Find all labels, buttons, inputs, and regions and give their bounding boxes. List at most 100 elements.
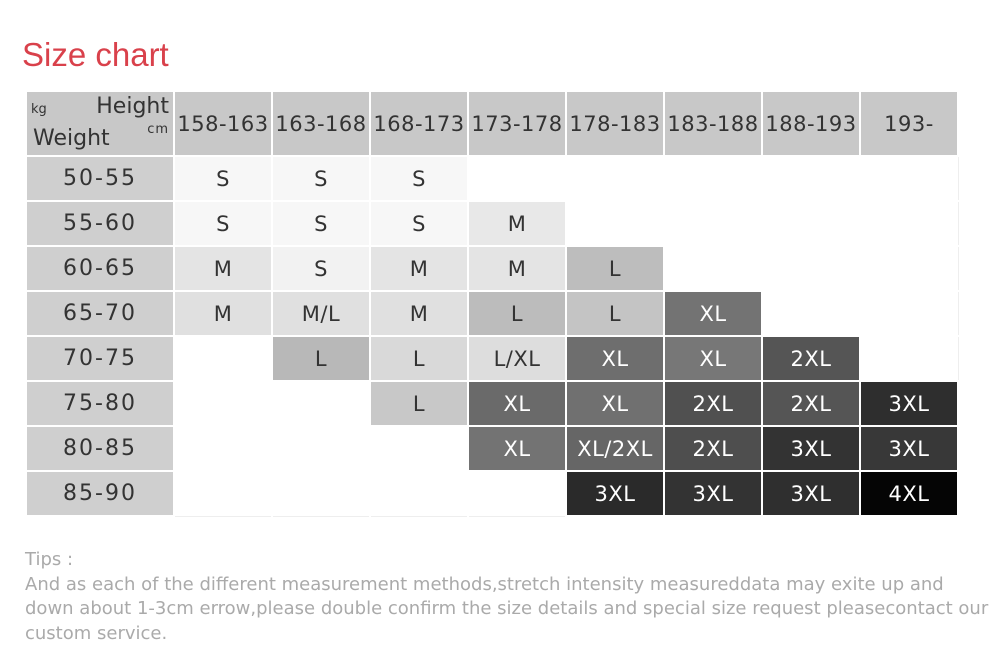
size-row: 55-60 S S S M	[25, 200, 959, 247]
empty-cell	[859, 290, 959, 337]
empty-cell	[761, 290, 861, 337]
weight-cell: 75-80	[25, 380, 175, 427]
weight-cell: 80-85	[25, 425, 175, 472]
size-row: 60-65 M S M M L	[25, 245, 959, 292]
cm-label: cm	[147, 122, 169, 137]
empty-cell	[663, 155, 763, 202]
header-row: kg Height cm Weight 158-163 163-168 168-17…	[25, 90, 959, 157]
size-cell: L	[369, 335, 469, 382]
size-cell: M	[173, 245, 273, 292]
size-cell: M/L	[271, 290, 371, 337]
height-header: 178-183	[565, 90, 665, 157]
empty-cell	[173, 380, 273, 427]
size-cell: 2XL	[761, 380, 861, 427]
size-cell: L	[565, 245, 665, 292]
empty-cell	[173, 335, 273, 382]
size-cell: M	[369, 290, 469, 337]
tips: Tips : And as each of the different meas…	[25, 548, 993, 646]
empty-cell	[663, 200, 763, 247]
kg-label: kg	[31, 102, 47, 117]
height-header: 188-193	[761, 90, 861, 157]
empty-cell	[761, 245, 861, 292]
tips-text: And as each of the different measurement…	[25, 573, 989, 644]
size-cell: 3XL	[859, 425, 959, 472]
size-cell: S	[271, 245, 371, 292]
height-header: 168-173	[369, 90, 469, 157]
height-header: 183-188	[663, 90, 763, 157]
empty-cell	[565, 155, 665, 202]
size-cell: L	[565, 290, 665, 337]
empty-cell	[467, 155, 567, 202]
size-cell: 2XL	[663, 380, 763, 427]
weight-cell: 70-75	[25, 335, 175, 382]
size-cell: XL	[467, 380, 567, 427]
size-cell: S	[271, 200, 371, 247]
size-cell: S	[369, 155, 469, 202]
size-cell: XL	[565, 335, 665, 382]
size-cell: M	[173, 290, 273, 337]
size-cell: S	[369, 200, 469, 247]
size-cell: 2XL	[663, 425, 763, 472]
size-row: 50-55 S S S	[25, 155, 959, 202]
size-row: 85-90 3XL 3XL 3XL 4XL	[25, 470, 959, 517]
empty-cell	[467, 470, 567, 517]
size-cell: XL	[663, 335, 763, 382]
empty-cell	[271, 380, 371, 427]
size-cell: M	[467, 245, 567, 292]
corner-cell: kg Height cm Weight	[25, 90, 175, 157]
empty-cell	[859, 335, 959, 382]
empty-cell	[369, 470, 469, 517]
tips-label: Tips :	[25, 549, 74, 570]
size-cell: 3XL	[663, 470, 763, 517]
size-cell: S	[271, 155, 371, 202]
empty-cell	[173, 425, 273, 472]
weight-cell: 50-55	[25, 155, 175, 202]
size-row: 70-75 L L L/XL XL XL 2XL	[25, 335, 959, 382]
weight-cell: 55-60	[25, 200, 175, 247]
size-row: 80-85 XL XL/2XL 2XL 3XL 3XL	[25, 425, 959, 472]
size-cell: XL	[663, 290, 763, 337]
height-header: 173-178	[467, 90, 567, 157]
size-cell: L	[271, 335, 371, 382]
size-cell: L	[467, 290, 567, 337]
empty-cell	[271, 425, 371, 472]
empty-cell	[859, 200, 959, 247]
weight-cell: 85-90	[25, 470, 175, 517]
size-cell: 3XL	[859, 380, 959, 427]
size-row: 75-80 L XL XL 2XL 2XL 3XL	[25, 380, 959, 427]
size-cell: M	[467, 200, 567, 247]
size-cell: XL/2XL	[565, 425, 665, 472]
empty-cell	[761, 155, 861, 202]
empty-cell	[859, 155, 959, 202]
empty-cell	[173, 470, 273, 517]
size-cell: L	[369, 380, 469, 427]
size-cell: 2XL	[761, 335, 861, 382]
title: Size chart	[22, 36, 169, 73]
empty-cell	[663, 245, 763, 292]
empty-cell	[271, 470, 371, 517]
size-cell: 3XL	[565, 470, 665, 517]
size-cell: 3XL	[761, 425, 861, 472]
size-cell: S	[173, 200, 273, 247]
size-cell: 3XL	[761, 470, 861, 517]
size-table: kg Height cm Weight 158-163 163-168 168-17…	[25, 90, 959, 517]
size-cell: XL	[467, 425, 567, 472]
size-cell: XL	[565, 380, 665, 427]
height-label: Height	[96, 94, 169, 119]
empty-cell	[565, 200, 665, 247]
weight-label: Weight	[33, 126, 110, 151]
empty-cell	[369, 425, 469, 472]
size-cell: M	[369, 245, 469, 292]
size-cell: S	[173, 155, 273, 202]
height-header: 158-163	[173, 90, 273, 157]
size-cell: L/XL	[467, 335, 567, 382]
weight-cell: 60-65	[25, 245, 175, 292]
size-row: 65-70 M M/L M L L XL	[25, 290, 959, 337]
height-header: 163-168	[271, 90, 371, 157]
size-cell: 4XL	[859, 470, 959, 517]
empty-cell	[859, 245, 959, 292]
weight-cell: 65-70	[25, 290, 175, 337]
empty-cell	[761, 200, 861, 247]
height-header: 193-	[859, 90, 959, 157]
